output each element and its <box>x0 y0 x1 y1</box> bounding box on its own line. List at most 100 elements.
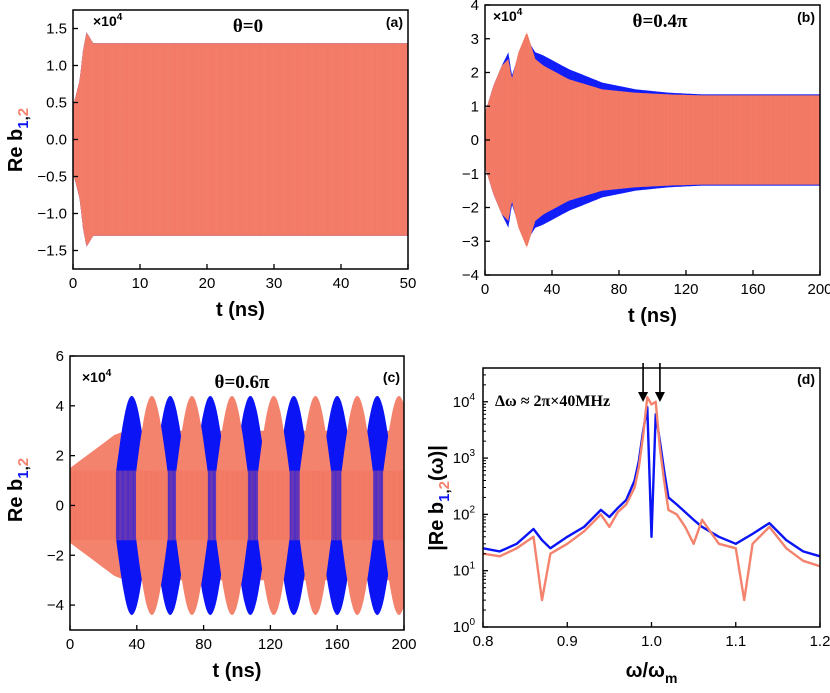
series-2-lobe <box>176 395 208 506</box>
series-2-lobe <box>299 395 332 506</box>
y-tick-base: 10 <box>453 394 470 411</box>
scale-note: ×104 <box>82 368 112 385</box>
plot-area <box>483 396 820 602</box>
series-2-oscillation <box>485 32 820 248</box>
panel-tag: (a) <box>386 14 403 30</box>
y-tick-label: 2 <box>471 65 479 82</box>
x-tick-label: 1.1 <box>725 633 746 650</box>
scale-note-exponent: 4 <box>517 7 523 18</box>
scale-note: ×104 <box>93 12 123 29</box>
x-axis-title-sub: m <box>665 670 677 686</box>
y-tick-base: 10 <box>453 506 470 523</box>
arrow-head <box>638 392 649 402</box>
plot-area <box>70 395 404 616</box>
x-tick-label: 120 <box>673 281 698 298</box>
x-tick-label: 40 <box>544 281 561 298</box>
panel-tag: (b) <box>797 9 815 25</box>
y-tick-label: 0.0 <box>46 132 67 149</box>
y-tick-label: 103 <box>453 448 476 467</box>
x-axis-title: t (ns) <box>216 299 265 321</box>
y-tick-label: 3 <box>471 31 479 48</box>
y-axis-title-sub-comma: , <box>15 116 32 120</box>
y-tick-label: 4 <box>56 398 64 415</box>
y-axis-title-main: Re b <box>5 129 27 172</box>
x-tick-label: 1.0 <box>641 633 662 650</box>
x-tick-label: 30 <box>266 275 283 292</box>
scale-note-exponent: 4 <box>106 368 112 379</box>
x-tick-label: 10 <box>132 275 149 292</box>
scale-note-exponent: 4 <box>117 12 123 23</box>
panel-tag: (c) <box>383 369 400 385</box>
scale-note-base: ×10 <box>493 8 517 24</box>
y-tick-label: 1.5 <box>46 21 67 38</box>
series-2-lobe <box>216 395 248 506</box>
y-tick-exponent: 0 <box>469 617 475 628</box>
y-axis-title-sub-2: 2 <box>15 458 32 466</box>
y-axis-title: |Re b1,2(ω)| <box>426 445 453 551</box>
y-axis-title-sub-2: 2 <box>436 481 453 489</box>
x-axis-title-main: ω/ω <box>626 660 665 682</box>
panel-tag: (d) <box>797 371 815 387</box>
plot-area <box>485 32 820 248</box>
y-tick-label: −2 <box>47 547 64 564</box>
x-axis-title: t (ns) <box>213 660 262 682</box>
x-tick-label: 40 <box>333 275 350 292</box>
y-tick-label: 102 <box>453 504 476 523</box>
y-axis-title: Re b1,2 <box>5 458 32 522</box>
series-2-lobe <box>341 395 374 506</box>
y-tick-label: −3 <box>462 233 479 250</box>
series-2-oscillation <box>70 470 404 541</box>
y-axis-title-sub-1: 1 <box>15 470 32 478</box>
y-tick-label: −4 <box>462 267 479 284</box>
x-tick-label: 50 <box>400 275 417 292</box>
y-tick-exponent: 3 <box>469 448 475 459</box>
y-tick-base: 10 <box>453 450 470 467</box>
delta-omega-annotation: Δω ≈ 2π×40MHz <box>495 393 610 410</box>
x-tick-label: 20 <box>199 275 216 292</box>
y-tick-label: 0 <box>471 132 479 149</box>
panel-c-frame <box>69 355 405 631</box>
y-tick-label: 1.0 <box>46 58 67 75</box>
y-tick-label: −1.5 <box>37 243 67 260</box>
series-2-lobe <box>341 505 374 616</box>
y-axis-title-sub-comma: , <box>15 466 32 470</box>
x-tick-label: 120 <box>258 636 283 653</box>
y-axis-title: Re b1,2 <box>5 108 32 172</box>
x-tick-label: 80 <box>611 281 628 298</box>
y-tick-label: −2 <box>462 200 479 217</box>
y-tick-label: −1.0 <box>37 206 67 223</box>
scale-note-base: ×10 <box>93 13 117 29</box>
y-tick-label: 2 <box>56 448 64 465</box>
theta-label: θ=0.4π <box>633 11 688 32</box>
y-tick-label: 100 <box>453 617 476 636</box>
plot-area <box>73 32 408 247</box>
y-tick-label: 101 <box>453 561 476 580</box>
series-2-lobe <box>257 505 290 616</box>
x-tick-label: 160 <box>740 281 765 298</box>
panel-a: 0 10 20 30 40 50 −1.5 −1.0 −0.5 0.0 0.5 1.0 1.5 t (ns… <box>5 9 417 321</box>
x-tick-label: 0.9 <box>557 633 578 650</box>
y-tick-exponent: 4 <box>469 392 475 403</box>
series-2-lobe <box>257 395 290 506</box>
y-axis-title-sub-1: 1 <box>436 494 453 502</box>
y-tick-label: 104 <box>453 392 476 411</box>
x-tick-label: 0.8 <box>473 633 494 650</box>
theta-label: θ=0.6π <box>215 372 270 393</box>
x-tick-label: 1.2 <box>810 633 830 650</box>
x-tick-label: 0 <box>66 636 74 653</box>
y-axis-title-tail: (ω)| <box>426 445 448 481</box>
y-tick-exponent: 2 <box>469 504 475 515</box>
y-axis-title-sub-comma: , <box>436 489 453 493</box>
y-axis-title-main: Re b <box>5 479 27 522</box>
theta-label: θ=0 <box>233 16 263 37</box>
y-axis-title-sub-2: 2 <box>15 108 32 116</box>
y-axis-title-sub-1: 1 <box>15 120 32 128</box>
y-tick-label: −1 <box>462 166 479 183</box>
x-tick-label: 80 <box>195 636 212 653</box>
y-tick-base: 10 <box>453 563 470 580</box>
series-2-lobe <box>299 505 332 616</box>
